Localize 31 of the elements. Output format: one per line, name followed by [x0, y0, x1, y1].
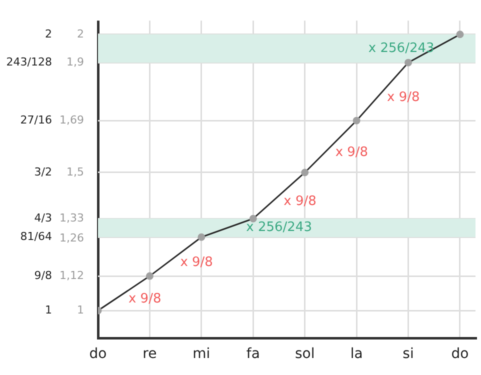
- y-tick-label: 9/8: [34, 268, 52, 282]
- x-tick-label: do: [451, 346, 469, 362]
- y-tick-label: 2: [45, 27, 52, 40]
- x-tick-label: fa: [246, 346, 260, 362]
- annotation: x 9/8: [387, 90, 420, 105]
- y-tick-label: 1: [45, 303, 52, 316]
- annotation: x 256/243: [246, 220, 312, 236]
- annotation: x 9/8: [284, 194, 316, 209]
- y2-tick-label: 1,5: [66, 165, 84, 178]
- y-tick-label: 243/128: [6, 55, 52, 68]
- y2-tick-label: 1,26: [60, 232, 84, 245]
- x-tick-label: mi: [192, 346, 210, 362]
- y2-tick-label: 1,69: [60, 113, 84, 126]
- annotation: x 9/8: [335, 144, 368, 160]
- x-tick-label: sol: [294, 346, 315, 362]
- y2-tick-label: 1,33: [60, 211, 84, 224]
- x-tick-label: re: [142, 346, 157, 362]
- y2-tick-label: 1: [77, 303, 84, 316]
- y-tick-label: 27/16: [20, 113, 52, 126]
- y-tick-label: 3/2: [34, 165, 52, 178]
- annotation: x 9/8: [128, 292, 162, 307]
- y-tick-label: 4/3: [34, 211, 52, 224]
- y2-tick-label: 1,12: [60, 268, 84, 282]
- annotation: x 256/243: [368, 40, 434, 56]
- annotation: x 9/8: [180, 254, 213, 270]
- x-tick-label: si: [402, 346, 414, 362]
- y2-tick-label: 2: [77, 27, 84, 40]
- y2-tick-label: 1,9: [66, 55, 84, 68]
- x-tick-label: do: [89, 346, 107, 362]
- y-tick-label: 81/64: [20, 230, 52, 243]
- x-tick-label: la: [350, 346, 363, 362]
